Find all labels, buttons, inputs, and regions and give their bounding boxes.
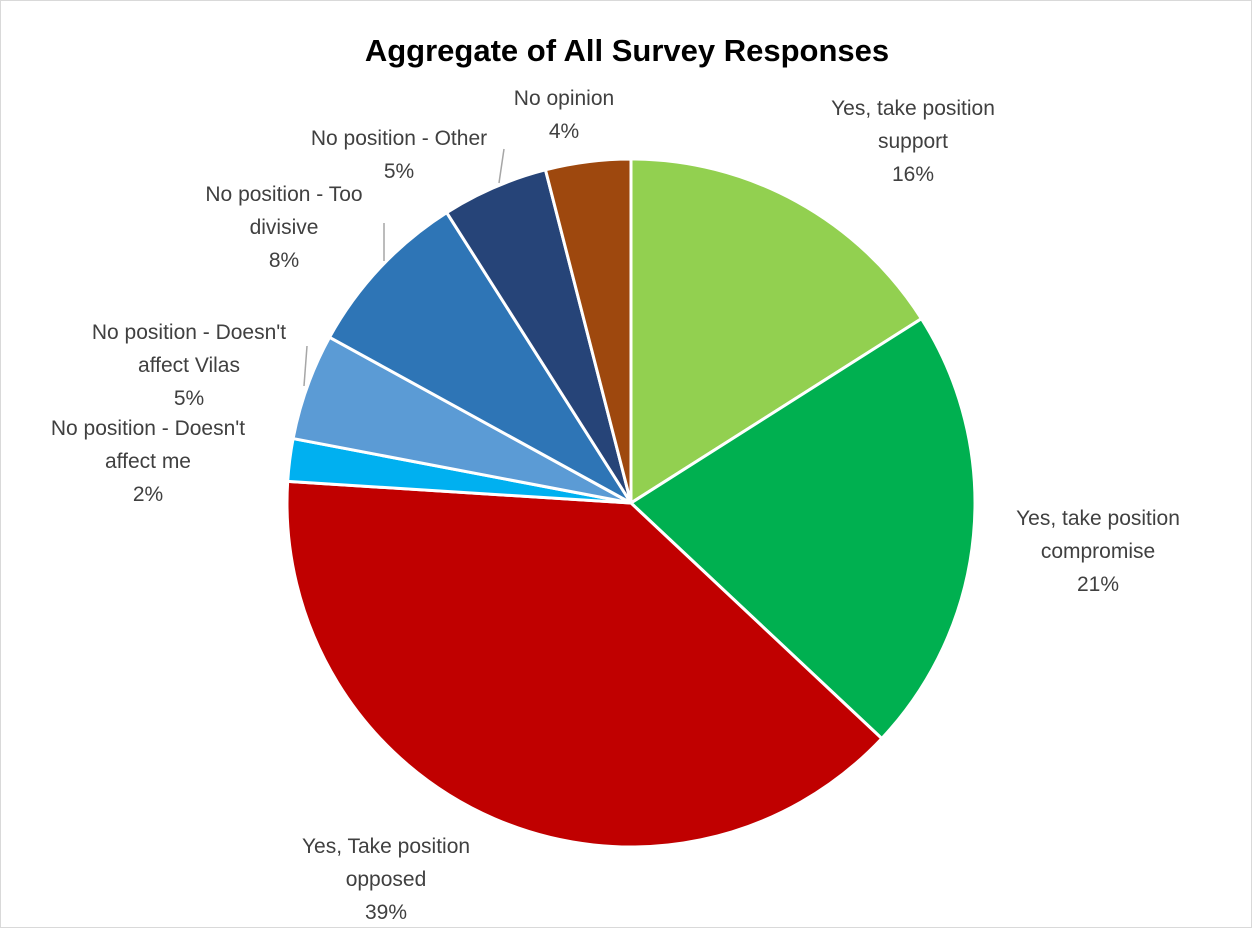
data-label-category: No position - Too	[205, 183, 362, 206]
data-label-category: support	[878, 130, 948, 153]
data-label-percent: 39%	[365, 901, 407, 924]
data-label-category: compromise	[1041, 540, 1155, 563]
data-label-category: No position - Doesn't	[51, 417, 245, 440]
leader-line	[498, 148, 505, 184]
data-label-percent: 5%	[384, 160, 414, 183]
data-label-category: opposed	[346, 868, 427, 891]
data-label-category: affect me	[105, 450, 191, 473]
data-label-category: Yes, Take position	[302, 835, 470, 858]
pie-slice	[629, 157, 923, 505]
data-label-percent: 8%	[269, 249, 299, 272]
data-label-category: No opinion	[514, 87, 614, 110]
data-label-category: No position - Other	[311, 127, 487, 150]
data-label-category: No position - Doesn't	[92, 321, 286, 344]
pie-slice	[629, 317, 977, 740]
data-label-category: Yes, take position	[1016, 507, 1180, 530]
data-label-category: divisive	[250, 216, 319, 239]
data-label-percent: 2%	[133, 483, 163, 506]
pie-slice	[285, 479, 884, 849]
data-label-percent: 4%	[549, 120, 579, 143]
chart-title: Aggregate of All Survey Responses	[364, 33, 890, 68]
data-label-percent: 16%	[892, 163, 934, 186]
data-label-category: Yes, take position	[831, 97, 995, 120]
data-label-category: affect Vilas	[138, 354, 240, 377]
pie-slice	[543, 157, 633, 505]
leader-line	[303, 345, 308, 387]
pie-slice	[328, 211, 633, 505]
data-label-percent: 21%	[1077, 573, 1119, 596]
data-label-percent: 5%	[174, 387, 204, 410]
